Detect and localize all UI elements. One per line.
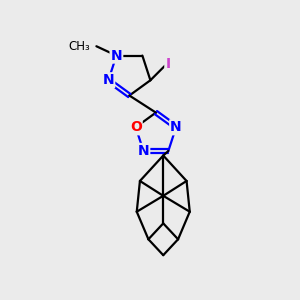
Text: I: I — [165, 57, 170, 71]
Text: N: N — [138, 144, 149, 158]
Text: N: N — [170, 120, 182, 134]
Text: CH₃: CH₃ — [68, 40, 90, 53]
Text: N: N — [103, 73, 114, 87]
Text: O: O — [130, 120, 142, 134]
Text: N: N — [111, 49, 122, 63]
